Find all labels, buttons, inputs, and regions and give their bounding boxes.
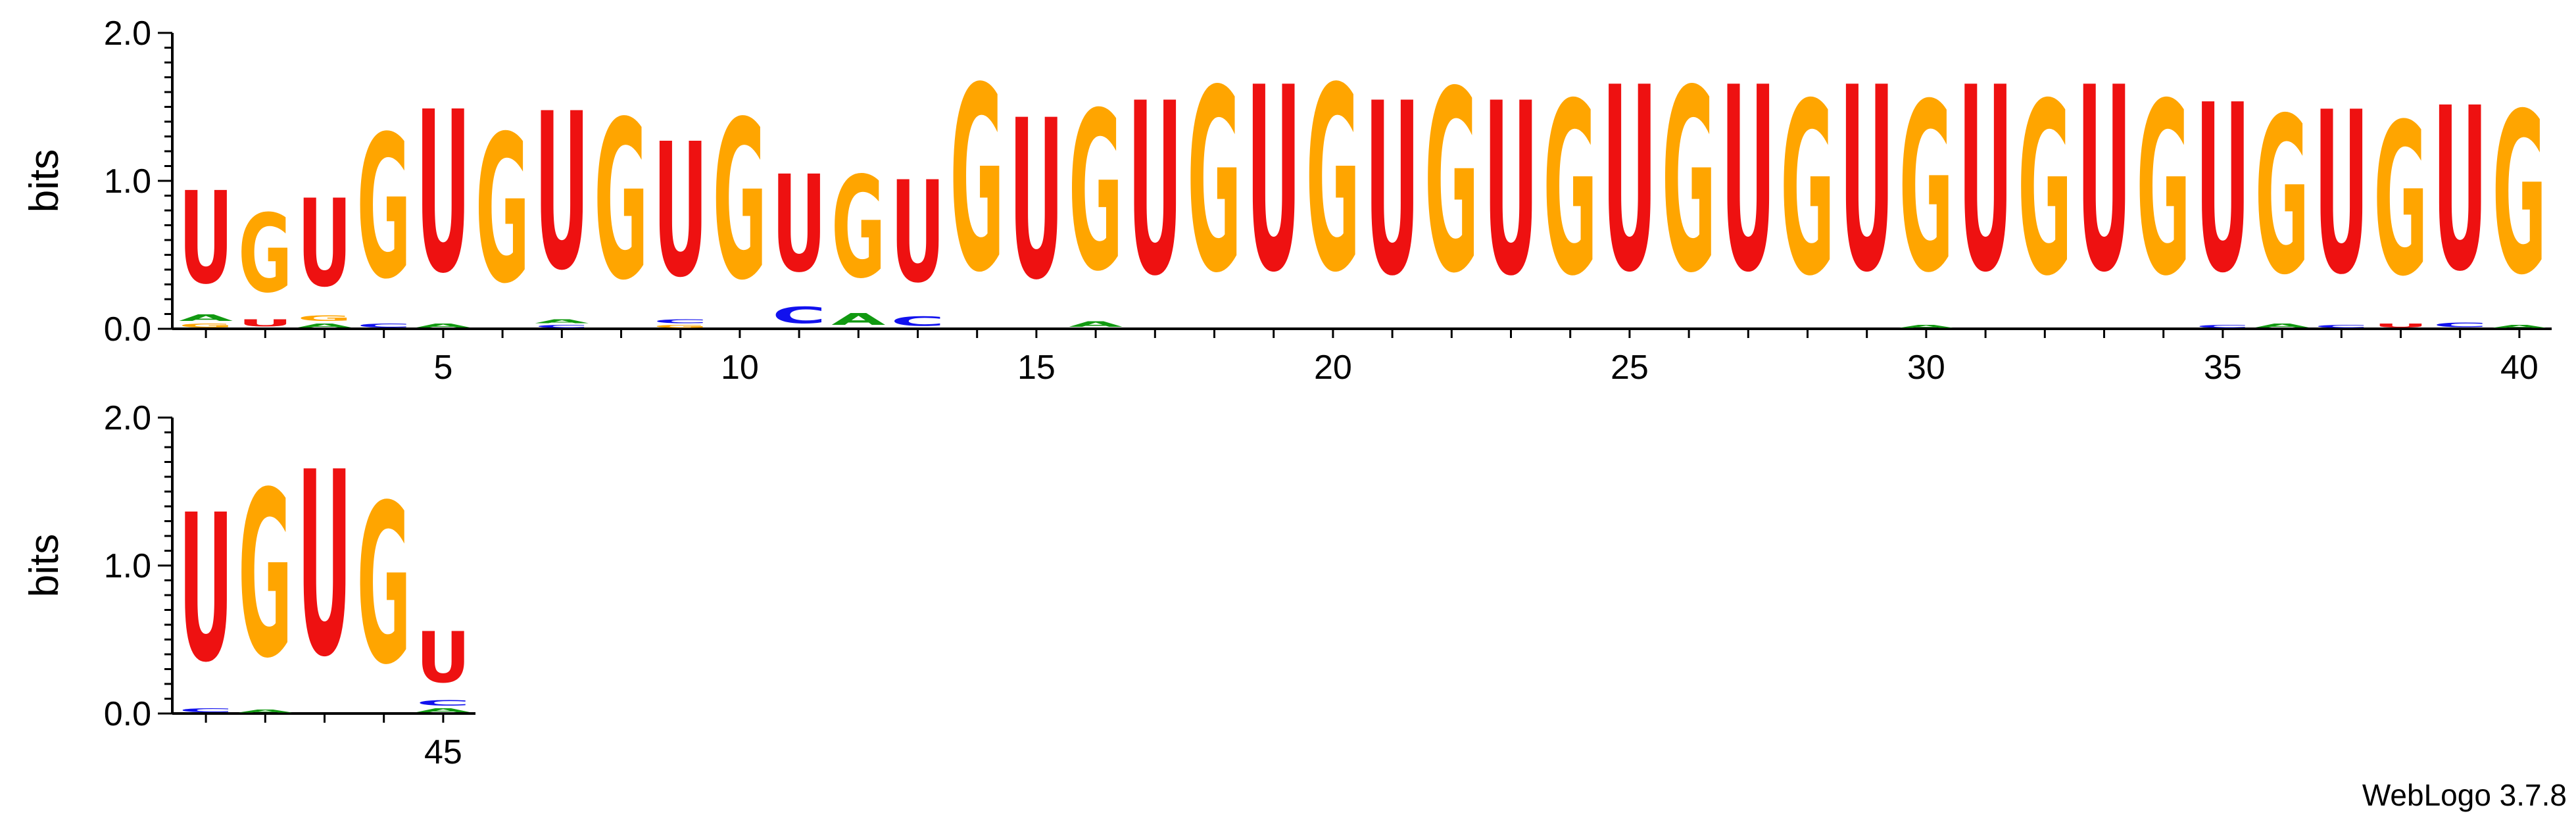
logo-letter-u: U [297,174,351,314]
logo-letter-g: G [594,74,648,328]
logo-letter-g: G [2255,73,2309,323]
x-tick-label: 35 [2204,349,2242,387]
logo-letter-u: U [772,147,826,302]
logo-letter-a: A [416,323,470,329]
logo-letter-u: U [416,618,470,699]
logo-letter-c: C [2433,322,2487,329]
logo-letter-g: G [1662,37,1716,328]
logo-letter-u: U [1958,34,2012,328]
y-tick-label: 2.0 [104,399,151,437]
logo-letter-u: U [1128,54,1182,329]
logo-letter-u: U [179,165,233,312]
x-tick-label: 10 [721,349,759,387]
logo-letter-a: A [2255,323,2309,329]
logo-letter-g: G [357,95,411,323]
logo-letter-g: G [2018,53,2072,328]
logo-letter-u: U [238,317,292,329]
logo-letter-u: U [2196,56,2250,324]
logo-letter-u: U [179,471,233,708]
logo-letter-g: G [357,458,411,712]
logo-letter-u: U [890,153,944,314]
y-tick-label: 1.0 [104,162,151,201]
logo-letter-g: G [238,191,292,317]
logo-letter-u: U [2314,64,2368,324]
logo-letter-a: A [535,318,589,324]
logo-letter-a: A [2492,324,2546,329]
logo-letter-u: U [1484,54,1538,329]
logo-letter-g: G [1187,37,1241,328]
logo-letter-g: G [1069,66,1123,320]
logo-letter-u: U [1603,34,1657,328]
logo-letter-g: G [475,93,529,328]
logo-letter-c: C [890,314,944,328]
logo-letter-u: U [1840,34,1894,328]
logo-letter-g: G [2137,53,2191,328]
logo-letter-u: U [1721,34,1775,328]
logo-letter-g: G [950,34,1004,329]
x-tick-label: 5 [433,349,452,387]
logo-letter-a: A [1069,320,1123,329]
logo-letter-u: U [2433,61,2487,322]
logo-letter-g: G [1306,34,1360,329]
y-axis-label: bits [22,534,67,597]
logo-letter-a: A [831,310,886,329]
logo-letter-g: G [238,444,292,709]
logo-letter-a: A [297,323,351,329]
logo-letter-g: G [1899,55,1953,324]
logo-letter-g: G [1424,39,1478,328]
logo-letter-c: C [179,708,233,713]
logo-letter-u: U [654,105,708,318]
logo-letter-g: G [654,324,708,329]
logo-letter-c: C [535,324,589,329]
weblogo-credit: WebLogo 3.7.8 [2362,778,2567,812]
x-tick-label: 30 [1907,349,1945,387]
x-tick-label: 45 [424,733,462,771]
x-tick-label: 20 [1314,349,1352,387]
logo-letter-g: G [1543,53,1597,328]
x-tick-label: 40 [2500,349,2539,387]
y-tick-label: 2.0 [104,14,151,53]
logo-letter-c: C [654,318,708,324]
logo-letter-u: U [1247,34,1301,328]
logo-letter-u: U [1009,74,1063,328]
logo-letter-g: G [297,314,351,323]
logo-letter-a: A [238,709,292,713]
logo-letter-g: G [713,74,767,328]
logo-letter-u: U [2373,323,2427,329]
y-axis-label: bits [22,149,67,212]
logo-letter-g: G [1780,53,1834,328]
logo-letter-c: C [2196,324,2250,329]
logo-letter-a: A [416,708,470,713]
logo-letter-c: C [357,323,411,329]
logo-letter-g: G [179,323,233,329]
logo-letter-g: G [2373,80,2427,322]
logo-letter-a: A [179,312,233,323]
logo-letter-c: C [2314,324,2368,329]
logo-letter-g: G [2492,66,2546,324]
y-tick-label: 0.0 [104,695,151,733]
x-tick-label: 25 [1611,349,1649,387]
logo-letter-a: A [1899,324,1953,329]
logo-letter-c: C [416,699,470,708]
logo-letter-u: U [297,419,351,713]
y-tick-label: 1.0 [104,547,151,585]
logo-letter-g: G [831,147,885,310]
logo-letter-u: U [535,68,589,318]
logo-letter-u: U [1365,54,1419,329]
y-tick-label: 0.0 [104,310,151,349]
logo-letter-c: C [772,302,826,329]
x-tick-label: 15 [1017,349,1056,387]
logo-letter-u: U [2077,34,2131,328]
logo-letter-u: U [416,64,470,322]
